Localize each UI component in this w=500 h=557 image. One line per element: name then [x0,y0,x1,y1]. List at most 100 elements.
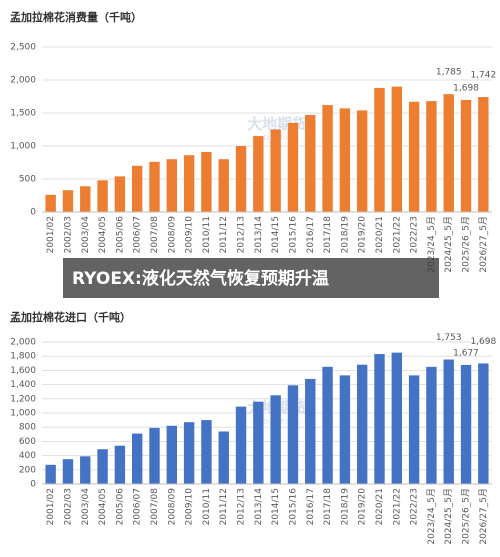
bar [201,420,212,484]
x-tick-label: 2021/22 [392,488,402,525]
x-tick-label: 2011/12 [219,488,229,525]
y-tick-label: 1,000 [10,409,36,419]
x-tick-label: 2024/25_5月 [443,488,454,545]
x-tick-label: 2004/05 [98,216,108,253]
x-tick-label: 2016/17 [306,216,316,253]
bar [132,165,143,212]
bar [114,445,126,484]
bar [149,161,160,212]
bar [287,385,299,484]
x-tick-label: 2017/18 [323,488,333,526]
bar [62,459,74,484]
bar [201,151,212,212]
bar [80,186,91,212]
data-label: 1,698 [453,83,479,93]
y-tick-label: 2,000 [10,76,36,86]
bar [62,190,74,212]
data-label: 1,677 [453,348,479,358]
bar [478,97,489,212]
bar [460,99,472,212]
y-tick-label: 1,500 [10,109,36,119]
x-tick-label: 2026/27_5月 [478,216,489,273]
x-tick-label: 2015/16 [288,216,298,254]
x-tick-label: 2015/16 [288,488,298,526]
bar [287,122,299,212]
bar [426,101,437,212]
bar [443,94,454,212]
x-tick-label: 2009/10 [185,488,195,526]
bar [166,159,177,212]
bar [478,363,489,484]
y-tick-label: 200 [19,465,36,475]
x-tick-label: 2014/15 [271,216,281,253]
x-tick-label: 2010/11 [202,488,212,525]
bar [408,101,420,212]
x-tick-label: 2012/13 [237,488,247,525]
bar [426,366,437,484]
bar [132,433,143,484]
x-tick-label: 2007/08 [150,216,160,254]
bar [322,366,333,484]
bar [391,86,402,212]
x-tick-label: 2019/20 [358,488,368,526]
data-label: 1,698 [470,337,496,347]
x-tick-label: 2001/02 [46,216,56,253]
data-label: 1,785 [436,68,462,78]
bar [166,425,177,484]
y-tick-label: 600 [19,437,36,447]
x-tick-label: 2013/14 [254,488,264,526]
bar [374,354,385,484]
bar [45,194,56,212]
bar [391,352,402,484]
bar [357,364,368,484]
bar [183,422,195,484]
x-tick-label: 2026/27_5月 [478,488,489,545]
y-tick-label: 1,400 [10,380,36,390]
bar [408,375,420,484]
x-tick-label: 2018/19 [340,488,350,526]
bar [114,176,126,212]
x-tick-label: 2025/26_5月 [461,216,472,273]
x-tick-label: 2005/06 [115,216,125,254]
bar [270,129,281,212]
bar [270,395,281,484]
y-tick-label: 2,500 [10,43,36,53]
bar [443,359,454,484]
y-tick-label: 0 [30,480,36,490]
bar [460,364,472,484]
y-tick-label: 800 [19,423,36,433]
bar [80,456,91,484]
bar [183,155,195,212]
y-tick-label: 0 [30,208,36,218]
bar [253,136,264,212]
bar [322,105,333,212]
x-tick-label: 2014/15 [271,488,281,525]
bar [374,87,385,212]
x-tick-label: 2019/20 [358,216,368,254]
x-tick-label: 2011/12 [219,216,229,253]
banner-text: RYOEX:液化天然气恢复预期升温 [72,268,329,289]
chart-title: 孟加拉棉花进口（千吨） [10,310,131,324]
banner-box [63,258,439,298]
y-tick-label: 1,600 [10,366,36,376]
bar [235,146,247,212]
bar [218,159,229,212]
y-tick-label: 500 [19,175,36,185]
x-tick-label: 2018/19 [340,216,350,254]
bar [339,108,351,212]
x-tick-label: 2020/21 [375,216,385,253]
bar [97,180,108,212]
bar [97,449,108,484]
x-tick-label: 2004/05 [98,488,108,525]
bar [149,427,160,484]
bar [305,378,316,484]
y-tick-label: 2,000 [10,338,36,348]
data-label: 1,742 [470,71,496,81]
data-label: 1,753 [436,333,462,343]
bar [218,431,229,484]
y-tick-label: 1,200 [10,394,36,404]
x-tick-label: 2003/04 [81,216,91,254]
x-tick-label: 2023/24_5月 [426,488,437,545]
chart-title: 孟加拉棉花消费量（千吨） [10,10,142,24]
